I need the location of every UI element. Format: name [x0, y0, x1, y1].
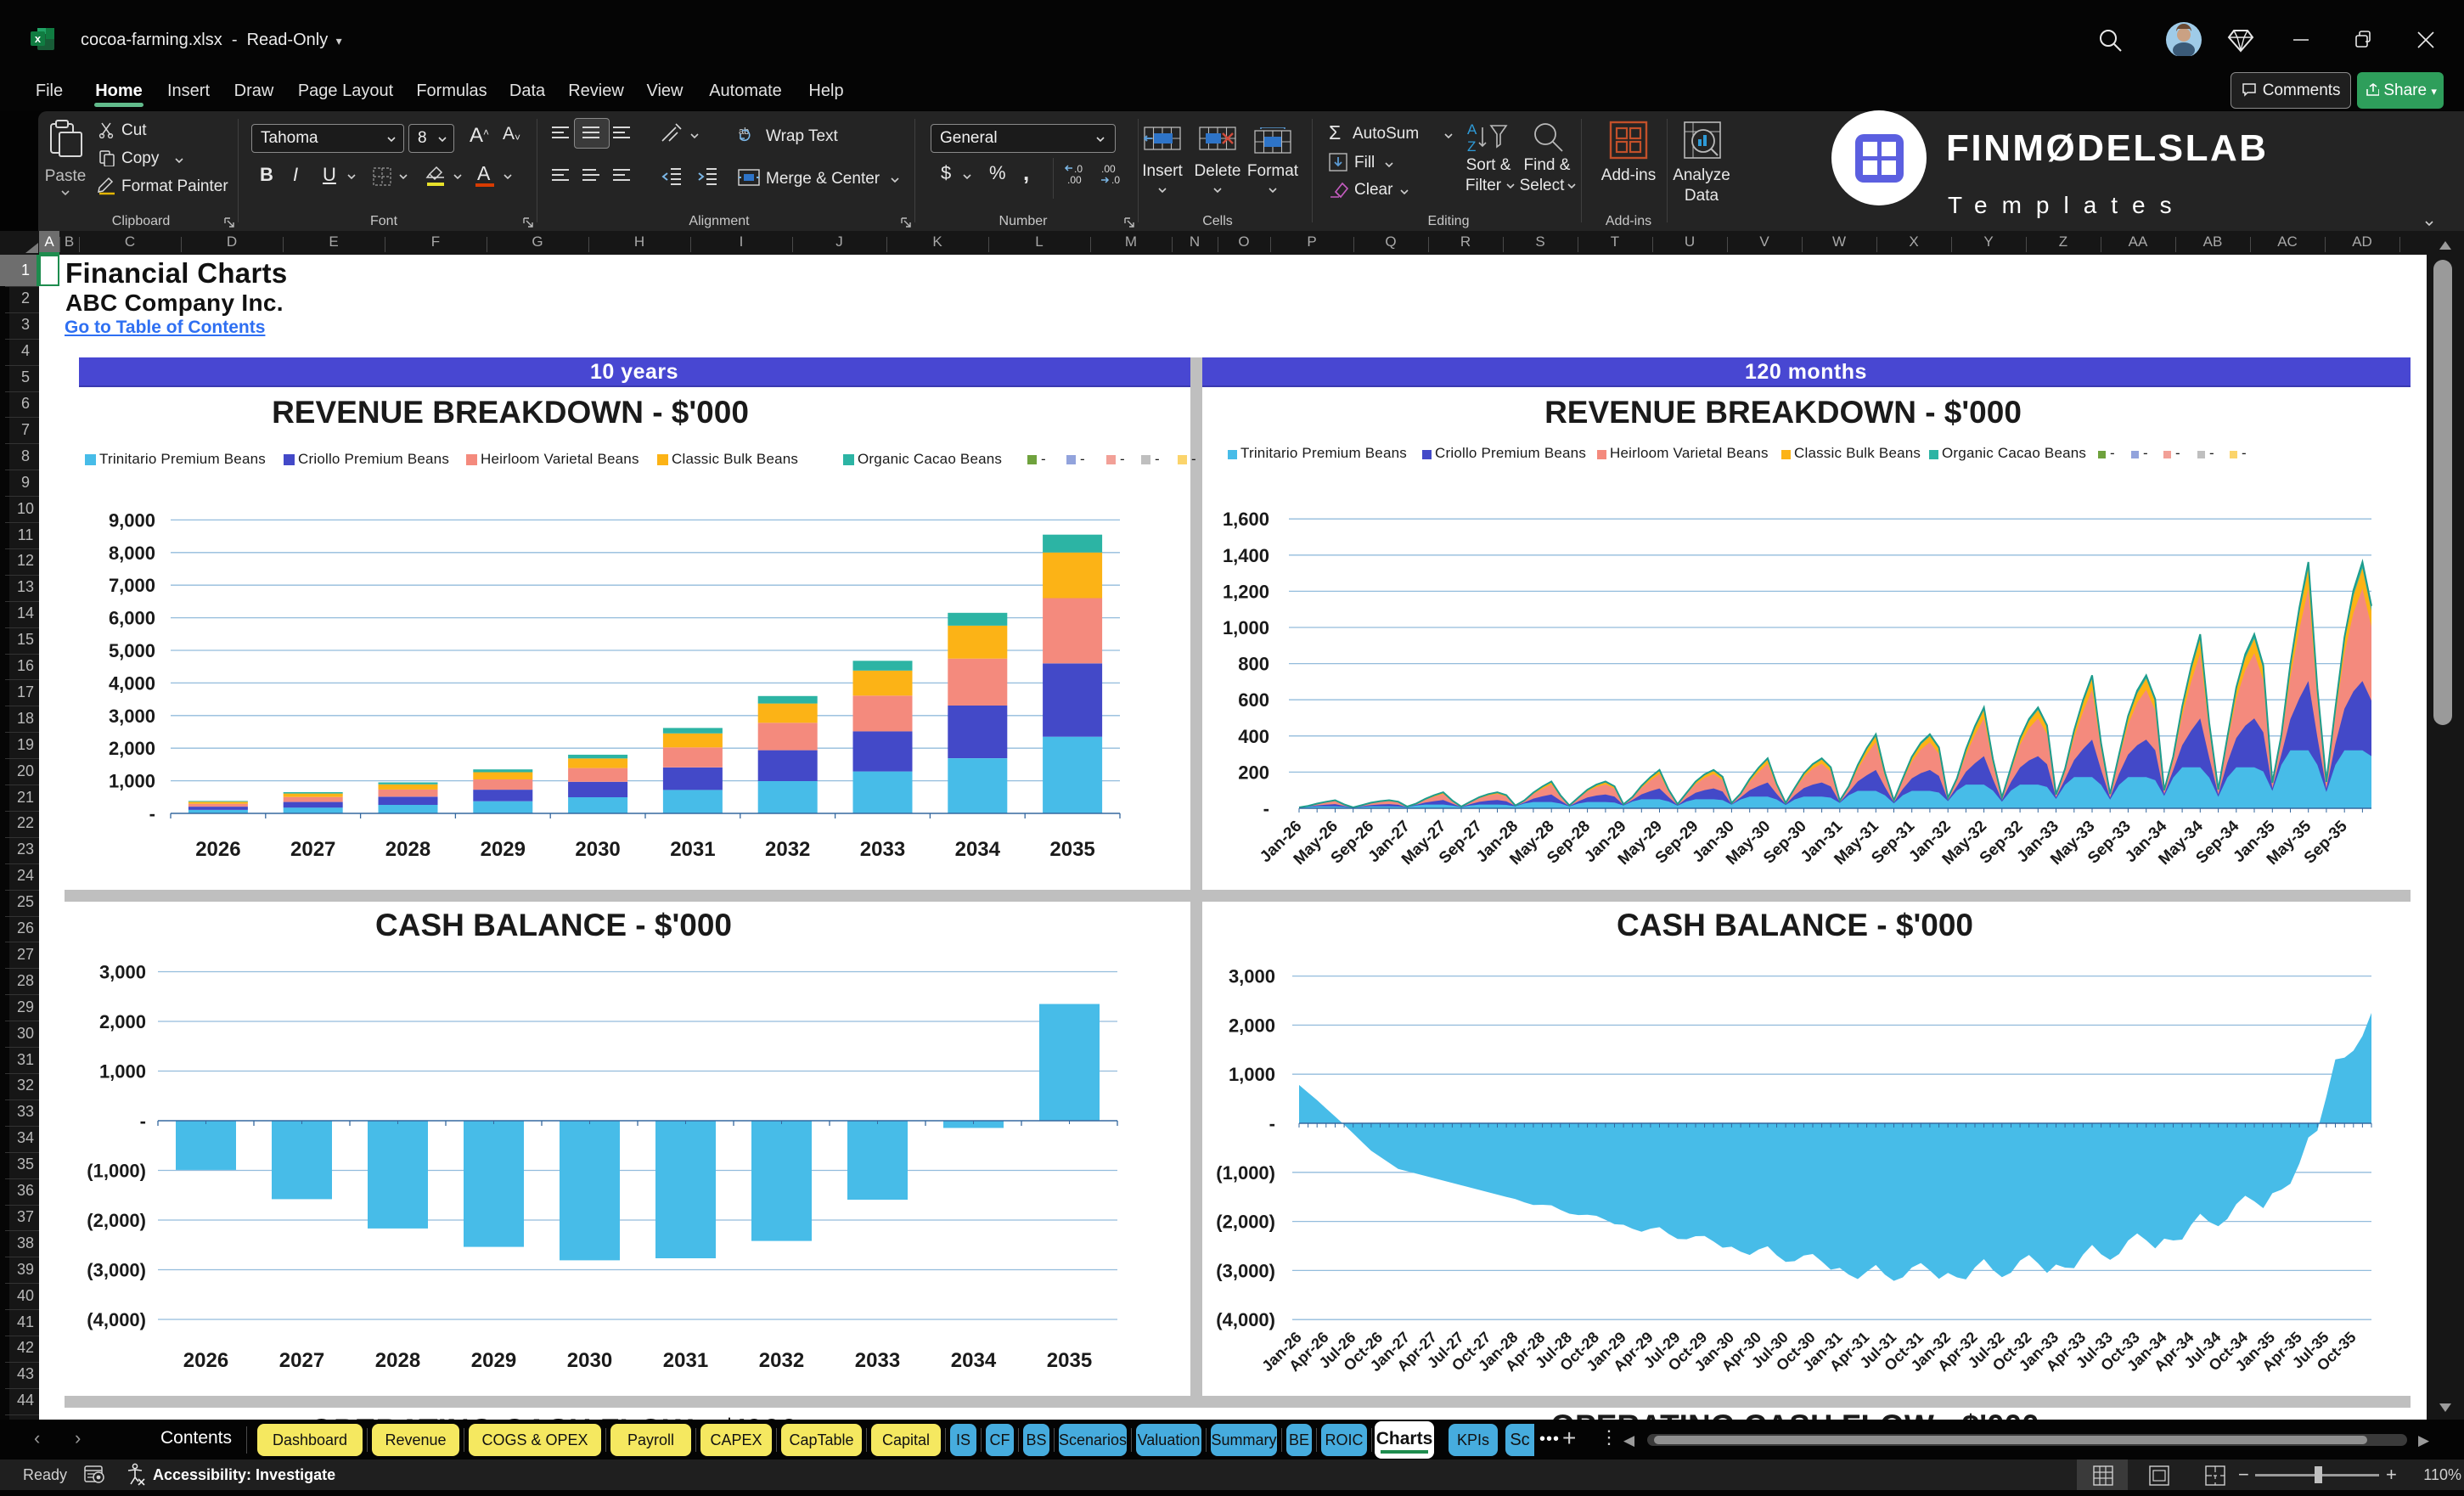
- svg-text:2028: 2028: [375, 1349, 420, 1372]
- svg-text:1,000: 1,000: [99, 1061, 146, 1083]
- svg-text:Trinitario Premium Beans: Trinitario Premium Beans: [1240, 445, 1407, 461]
- svg-text:-: -: [1191, 451, 1196, 467]
- svg-text:2029: 2029: [481, 838, 526, 861]
- svg-text:(4,000): (4,000): [1216, 1309, 1275, 1330]
- svg-text:2026: 2026: [183, 1349, 228, 1372]
- svg-text:REVENUE BREAKDOWN - $'000: REVENUE BREAKDOWN - $'000: [272, 395, 749, 430]
- svg-text:Organic Cacao Beans: Organic Cacao Beans: [1942, 445, 2086, 461]
- svg-text:2027: 2027: [279, 1349, 324, 1372]
- svg-text:Heirloom Varietal Beans: Heirloom Varietal Beans: [1610, 445, 1769, 461]
- svg-text:Z: Z: [1467, 138, 1476, 155]
- svg-text:(2,000): (2,000): [1216, 1212, 1275, 1233]
- svg-text:Heirloom Varietal Beans: Heirloom Varietal Beans: [481, 451, 639, 467]
- svg-text:5,000: 5,000: [109, 640, 155, 661]
- svg-text:4,000: 4,000: [109, 672, 155, 694]
- svg-text:1,000: 1,000: [1223, 617, 1269, 638]
- svg-text:3,000: 3,000: [1229, 966, 1275, 987]
- svg-text:600: 600: [1238, 689, 1269, 711]
- svg-text:x: x: [35, 32, 42, 45]
- svg-text:8,000: 8,000: [109, 543, 155, 564]
- svg-text:Classic Bulk Beans: Classic Bulk Beans: [1794, 445, 1921, 461]
- svg-text:CASH BALANCE - $'000: CASH BALANCE - $'000: [375, 908, 732, 942]
- svg-text:2031: 2031: [670, 838, 715, 861]
- svg-text:2035: 2035: [1049, 838, 1094, 861]
- svg-text:2033: 2033: [855, 1349, 900, 1372]
- svg-text:2028: 2028: [385, 838, 430, 861]
- svg-text:-: -: [2143, 445, 2148, 461]
- svg-text:2035: 2035: [1047, 1349, 1092, 1372]
- svg-text:ab: ab: [739, 127, 749, 137]
- svg-text:2,000: 2,000: [99, 1011, 146, 1032]
- svg-text:2,000: 2,000: [109, 738, 155, 759]
- svg-text:400: 400: [1238, 726, 1269, 747]
- svg-text:1,000: 1,000: [1229, 1064, 1275, 1085]
- svg-text:6,000: 6,000: [109, 608, 155, 629]
- svg-text:2034: 2034: [951, 1349, 997, 1372]
- svg-text:2034: 2034: [955, 838, 1001, 861]
- svg-text:-: -: [1155, 451, 1160, 467]
- svg-text:2031: 2031: [663, 1349, 708, 1372]
- svg-text:(4,000): (4,000): [87, 1309, 146, 1330]
- svg-text:2030: 2030: [567, 1349, 612, 1372]
- svg-text:9,000: 9,000: [109, 509, 155, 531]
- svg-text:2033: 2033: [860, 838, 905, 861]
- svg-text:-: -: [2175, 445, 2180, 461]
- svg-text:Trinitario Premium Beans: Trinitario Premium Beans: [99, 451, 266, 467]
- svg-text:2,000: 2,000: [1229, 1015, 1275, 1036]
- svg-text:-: -: [1263, 798, 1269, 819]
- svg-text:.0: .0: [1111, 174, 1120, 186]
- svg-text:.00: .00: [1101, 163, 1116, 175]
- svg-text:(1,000): (1,000): [87, 1161, 146, 1182]
- svg-text:-: -: [2209, 445, 2214, 461]
- svg-text:2029: 2029: [471, 1349, 516, 1372]
- svg-text:1,600: 1,600: [1223, 509, 1269, 530]
- svg-text:-: -: [140, 1111, 146, 1132]
- svg-text:2027: 2027: [290, 838, 335, 861]
- svg-text:(3,000): (3,000): [87, 1260, 146, 1281]
- svg-text:200: 200: [1238, 762, 1269, 783]
- svg-text:Criollo Premium Beans: Criollo Premium Beans: [298, 451, 449, 467]
- svg-text:1,000: 1,000: [109, 771, 155, 792]
- svg-text:-: -: [1120, 451, 1125, 467]
- svg-text:-: -: [1080, 451, 1085, 467]
- svg-text:Classic Bulk Beans: Classic Bulk Beans: [672, 451, 798, 467]
- svg-text:-: -: [149, 803, 155, 824]
- svg-text:3,000: 3,000: [109, 706, 155, 727]
- svg-text:2030: 2030: [575, 838, 620, 861]
- svg-text:2032: 2032: [765, 838, 810, 861]
- svg-text:3,000: 3,000: [99, 962, 146, 983]
- svg-text:-: -: [1041, 451, 1046, 467]
- svg-text:.0: .0: [1074, 163, 1083, 175]
- svg-text:2026: 2026: [195, 838, 240, 861]
- svg-text:1,200: 1,200: [1223, 581, 1269, 602]
- svg-text:(3,000): (3,000): [1216, 1260, 1275, 1281]
- svg-text:Organic Cacao Beans: Organic Cacao Beans: [858, 451, 1002, 467]
- svg-text:7,000: 7,000: [109, 575, 155, 596]
- svg-text:-: -: [2242, 445, 2247, 461]
- svg-text:-: -: [2110, 445, 2115, 461]
- svg-text:(2,000): (2,000): [87, 1210, 146, 1231]
- svg-text:-: -: [1269, 1113, 1275, 1134]
- svg-text:(1,000): (1,000): [1216, 1162, 1275, 1184]
- svg-text:2032: 2032: [759, 1349, 804, 1372]
- svg-text:800: 800: [1238, 654, 1269, 675]
- svg-text:CASH BALANCE - $'000: CASH BALANCE - $'000: [1617, 908, 1973, 942]
- svg-text:.00: .00: [1067, 174, 1082, 186]
- svg-text:REVENUE BREAKDOWN - $'000: REVENUE BREAKDOWN - $'000: [1544, 395, 2022, 430]
- svg-text:A: A: [1467, 121, 1477, 138]
- svg-text:Criollo Premium Beans: Criollo Premium Beans: [1435, 445, 1586, 461]
- svg-text:1,400: 1,400: [1223, 545, 1269, 566]
